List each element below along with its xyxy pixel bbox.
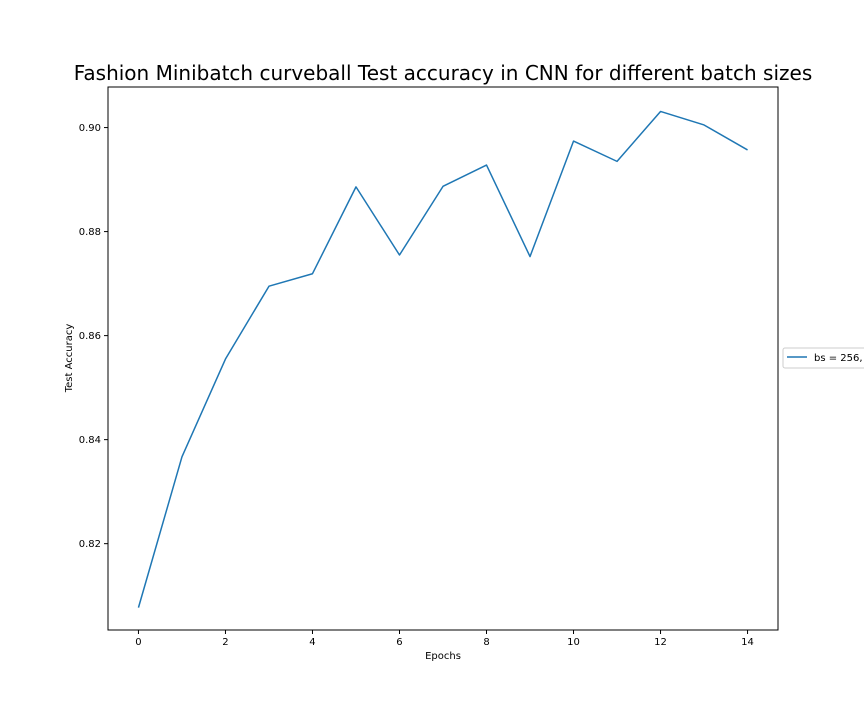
chart-title: Fashion Minibatch curveball Test accurac… [74, 61, 813, 85]
x-axis-ticks: 0 2 4 6 8 10 12 14 [135, 630, 754, 648]
y-tick-label: 0.88 [79, 227, 101, 238]
plot-area-frame [107, 86, 779, 631]
legend-box [782, 347, 864, 369]
legend: bs = 256, [782, 347, 864, 369]
x-tick-label: 0 [135, 637, 141, 648]
x-tick-label: 8 [483, 637, 489, 648]
y-axis-ticks: 0.82 0.84 0.86 0.88 0.90 [79, 123, 108, 550]
y-tick-label: 0.90 [79, 123, 101, 134]
y-tick-label: 0.84 [79, 435, 101, 446]
y-tick-label: 0.82 [79, 539, 101, 550]
y-axis-label: Test Accuracy [64, 324, 75, 394]
x-tick-label: 10 [567, 637, 580, 648]
y-tick-label: 0.86 [79, 331, 101, 342]
x-axis-label: Epochs [425, 651, 461, 662]
x-tick-label: 12 [654, 637, 667, 648]
x-tick-label: 4 [309, 637, 315, 648]
x-tick-label: 2 [222, 637, 228, 648]
series-layer [137, 110, 748, 608]
legend-label-series-0: bs = 256, [814, 353, 863, 364]
x-tick-label: 14 [741, 637, 754, 648]
x-tick-label: 6 [396, 637, 402, 648]
series-line-0 [137, 110, 748, 608]
